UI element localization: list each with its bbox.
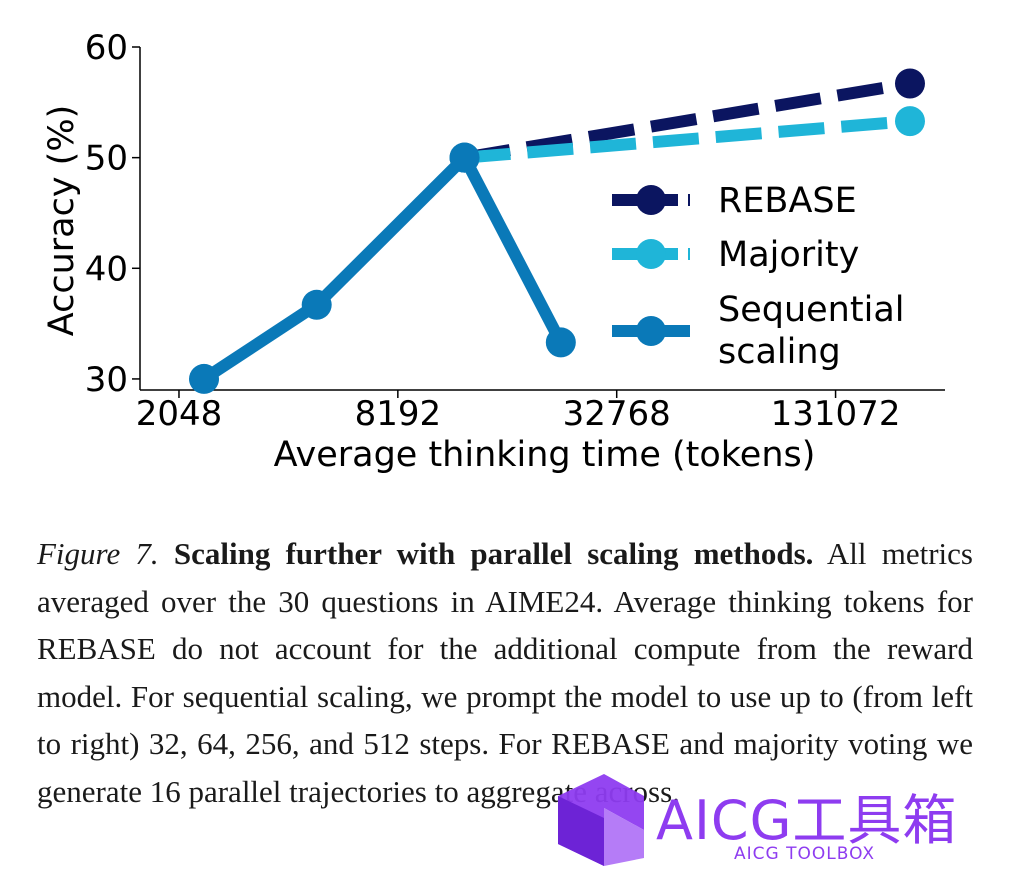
sequential-scaling-point xyxy=(301,289,332,320)
majority-point xyxy=(894,106,925,137)
sequential-scaling-point xyxy=(449,142,480,173)
legend-rebase-label: REBASE xyxy=(718,181,857,221)
sequential-scaling-segment xyxy=(200,299,320,384)
legend-majority-marker xyxy=(636,239,666,269)
figure-title: Scaling further with parallel scaling me… xyxy=(173,536,814,571)
figure-caption-text: All metrics averaged over the 30 questio… xyxy=(37,536,973,809)
y-tick-label: 40 xyxy=(85,249,128,289)
x-tick-label: 2048 xyxy=(136,394,223,434)
y-tick-label: 60 xyxy=(85,28,128,68)
rebase-segment xyxy=(463,77,911,164)
y-tick-label: 50 xyxy=(85,139,128,179)
legend-rebase-marker xyxy=(636,185,666,215)
figure-caption: Figure 7. Scaling further with parallel … xyxy=(37,530,973,815)
x-tick-label: 131072 xyxy=(771,394,901,434)
sequential-scaling-segment xyxy=(459,154,567,346)
figure-label: Figure 7. xyxy=(37,536,159,571)
legend-sequential-scaling-label: Sequential xyxy=(718,290,904,330)
legend-sequential-scaling-marker xyxy=(636,316,666,346)
x-tick-label: 8192 xyxy=(355,394,442,434)
sequential-scaling-point xyxy=(545,327,576,358)
legend-sequential-scaling-label: scaling xyxy=(718,332,841,372)
aicg-toolbox-watermark: AICG工具箱 AICG TOOLBOX xyxy=(538,766,978,878)
x-axis-label: Average thinking time (tokens) xyxy=(274,435,816,475)
x-tick-label: 32768 xyxy=(563,394,671,434)
watermark-subtitle: AICG TOOLBOX xyxy=(734,844,876,864)
majority-segment xyxy=(464,115,911,164)
sequential-scaling-point xyxy=(189,363,220,394)
y-axis-label: Accuracy (%) xyxy=(42,105,82,336)
rebase-point xyxy=(894,68,925,99)
legend-majority-label: Majority xyxy=(718,235,859,275)
sequential-scaling-segment xyxy=(312,153,469,310)
y-tick-label: 30 xyxy=(85,360,128,400)
figure-7-chart: 30 40 50 60 2048 8192 32768 131072 Average think… xyxy=(42,28,945,475)
watermark-title: AICG工具箱 xyxy=(656,789,958,852)
aicg-logo-icon xyxy=(558,774,644,866)
